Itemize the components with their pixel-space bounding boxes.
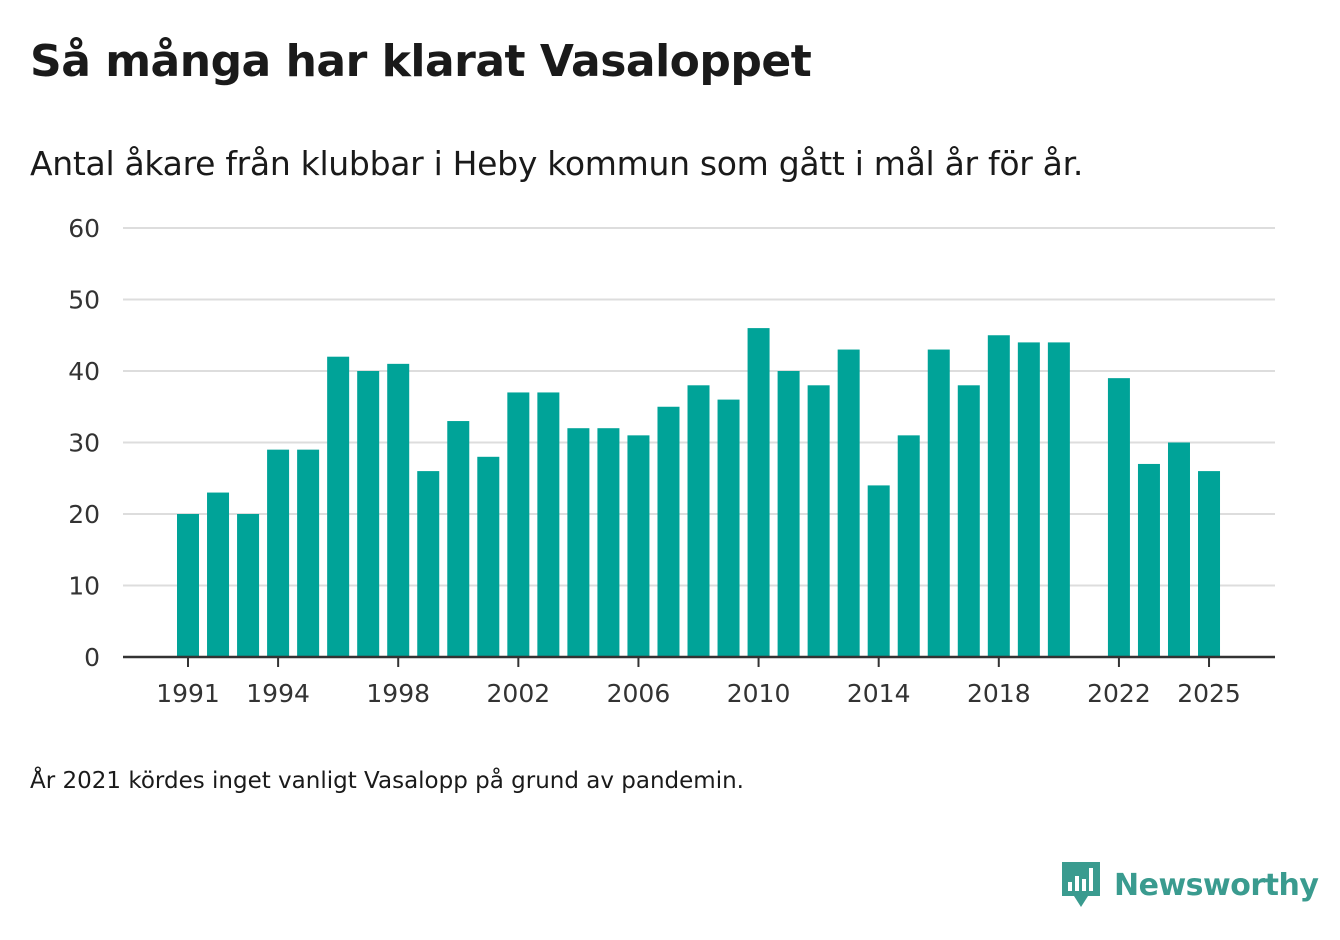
bar-2010 [747, 328, 770, 657]
x-tick-label-1998: 1998 [366, 679, 430, 708]
chart-subtitle: Antal åkare från klubbar i Heby kommun s… [30, 144, 1084, 183]
bar-1999 [417, 471, 440, 657]
x-tick-label-1994: 1994 [246, 679, 310, 708]
bar-2015 [897, 435, 920, 657]
bar-2024 [1167, 442, 1190, 657]
x-tick-label-2022: 2022 [1087, 679, 1151, 708]
x-tick-label-2010: 2010 [727, 679, 791, 708]
x-tick-label-1991: 1991 [156, 679, 220, 708]
footnote: År 2021 kördes inget vanligt Vasalopp på… [30, 768, 744, 794]
tick-labels: 0 10 20 30 40 50 60 1991 1994 1998 2002 2006 2010 201… [68, 214, 1241, 708]
bar-2004 [567, 428, 590, 657]
bar-2016 [927, 349, 950, 657]
bar-2023 [1137, 463, 1160, 657]
bar-1995 [297, 449, 320, 657]
bar-1992 [207, 492, 230, 657]
bars [177, 328, 1221, 657]
y-tick-label-10: 10 [68, 572, 100, 601]
bar-1997 [357, 371, 380, 657]
y-tick-label-20: 20 [68, 500, 100, 529]
bar-2009 [717, 399, 740, 657]
bar-2006 [627, 435, 650, 657]
bar-2003 [537, 392, 560, 657]
bar-1996 [327, 356, 350, 657]
bar-chart: 0 10 20 30 40 50 60 1991 1994 1998 2002 2006 2010 201… [68, 214, 1275, 708]
x-tick-label-2014: 2014 [847, 679, 911, 708]
bar-2005 [597, 428, 620, 657]
bar-2022 [1107, 378, 1130, 657]
x-tick-label-2025: 2025 [1177, 679, 1241, 708]
y-tick-label-60: 60 [68, 214, 100, 243]
newsworthy-icon [1062, 862, 1100, 907]
bar-2013 [837, 349, 860, 657]
y-tick-label-50: 50 [68, 286, 100, 315]
x-tick-label-2006: 2006 [607, 679, 671, 708]
chart-title: Så många har klarat Vasaloppet [30, 36, 812, 87]
bar-2019 [1017, 342, 1040, 657]
bar-1993 [237, 514, 260, 657]
bar-2025 [1198, 471, 1221, 657]
y-tick-label-0: 0 [84, 643, 100, 672]
bar-1991 [177, 514, 199, 657]
bar-1998 [387, 363, 410, 657]
bar-2001 [477, 456, 500, 657]
brand-logo: Newsworthy [1060, 860, 1319, 910]
brand-name: Newsworthy [1114, 867, 1319, 903]
bar-2002 [507, 392, 530, 657]
bar-2014 [867, 485, 890, 657]
bar-2011 [777, 371, 800, 657]
bar-2020 [1047, 342, 1070, 657]
bar-1994 [267, 449, 290, 657]
x-tick-label-2018: 2018 [967, 679, 1031, 708]
y-tick-label-40: 40 [68, 357, 100, 386]
axes [123, 655, 1275, 667]
bar-2018 [987, 335, 1010, 657]
bar-2017 [957, 385, 980, 657]
y-tick-label-30: 30 [68, 429, 100, 458]
bar-2007 [657, 406, 680, 657]
bar-2000 [447, 421, 470, 657]
x-tick-label-2002: 2002 [487, 679, 551, 708]
bar-2012 [807, 385, 830, 657]
bar-2008 [687, 385, 710, 657]
